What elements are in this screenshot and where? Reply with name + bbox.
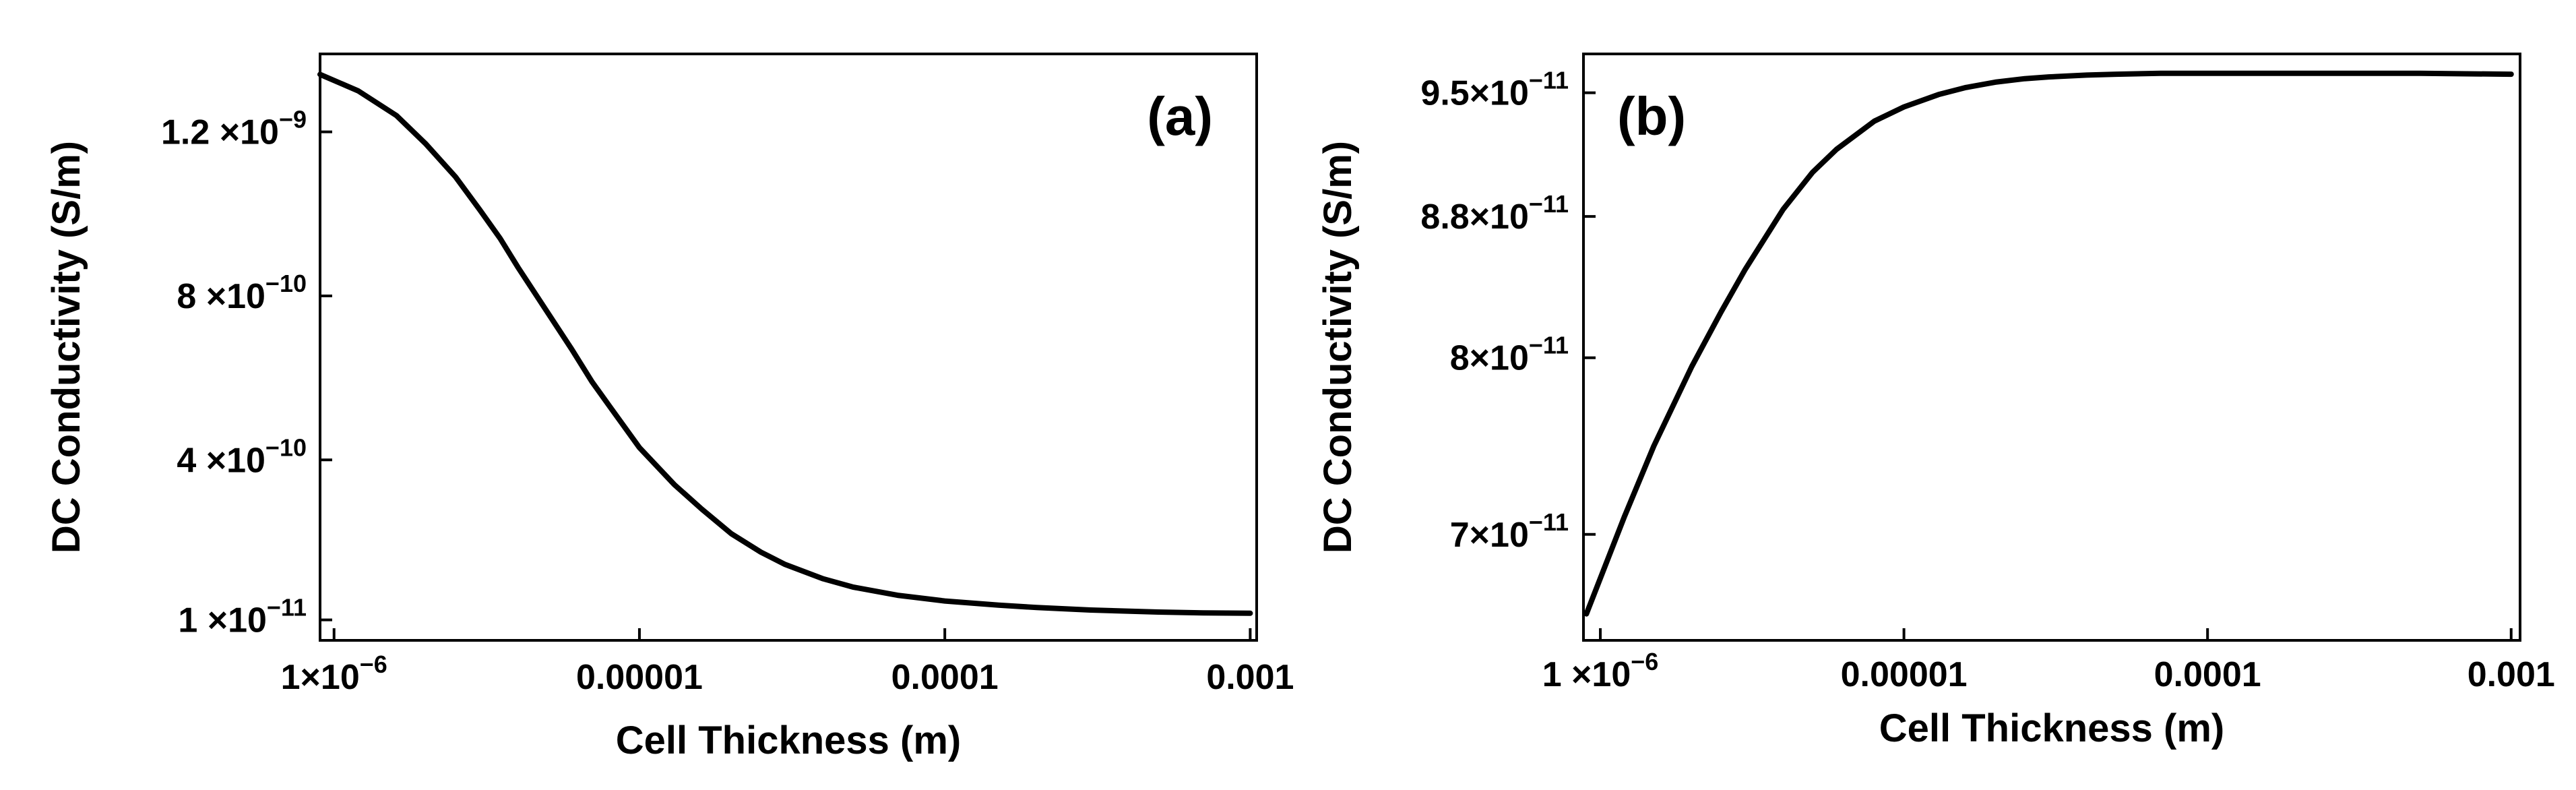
y-tick-label: 1.2 ×10−9 [161,106,307,152]
y-tick-label-base: 1 ×10 [178,601,267,640]
y-axis-title-a: DC Conductivity (S/m) [44,141,88,553]
y-axis-title-b: DC Conductivity (S/m) [1316,141,1360,553]
x-tick-label-base: 0.0001 [2154,655,2261,694]
y-tick-label-exponent: −11 [1529,190,1569,218]
panel-label-a: (a) [1147,86,1213,146]
x-ticks-a: 1×10−6 0.00001 0.0001 0.001 [281,628,1294,697]
plot-frame-a [319,53,1258,642]
y-tick-label-base: 7×10 [1450,516,1529,555]
y-tick-label-base: 8.8×10 [1420,198,1529,237]
y-tick-label-base: 4 ×10 [177,441,265,480]
x-axis-title-a: Cell Thickness (m) [616,719,961,762]
y-tick-label-exponent: −11 [267,594,307,621]
y-tick-label-exponent: −11 [1529,508,1569,536]
y-tick-label: 7×10−11 [1450,508,1569,555]
y-tick-label: 9.5×10−11 [1420,67,1569,113]
x-tick-label-base: 1×10 [281,658,360,697]
y-tick-label-exponent: −10 [265,270,307,297]
y-tick-label: 8×10−11 [1450,332,1569,378]
y-ticks-b: 7×10−118×10−118.8×10−119.5×10−11 [1420,67,1596,555]
y-tick-label: 8 ×10−10 [177,270,307,316]
y-tick-label-exponent: −10 [265,433,307,461]
x-tick-label-base: 0.00001 [1841,655,1968,694]
x-tick-label: 0.001 [2468,655,2555,694]
panel-label-b: (b) [1617,86,1686,146]
x-tick-label: 0.00001 [1841,655,1968,694]
y-tick-label-base: 1.2 ×10 [161,113,279,152]
x-tick-label: 0.0001 [891,658,999,697]
x-tick-label-exponent: −6 [360,650,387,678]
series-line-a [317,71,1253,616]
x-tick-label-exponent: −6 [1631,648,1658,675]
x-ticks-b: 1 ×10−6 0.00001 0.0001 0.001 [1542,628,2555,694]
x-tick-label-base: 1 ×10 [1542,655,1631,694]
x-tick-label-base: 0.00001 [576,658,703,697]
panel-b-chart: 7×10−118×10−118.8×10−119.5×10−11 1 ×10−6… [1316,53,2555,750]
plot-frame-b [1582,53,2521,642]
x-tick-label: 0.0001 [2154,655,2261,694]
x-tick-label: 1 ×10−6 [1542,648,1659,694]
y-tick-label: 1 ×10−11 [178,594,307,640]
y-tick-label-base: 9.5×10 [1420,74,1529,113]
y-ticks-a: 1 ×10−114 ×10−108 ×10−101.2 ×10−9 [161,106,332,640]
y-tick-label-base: 8×10 [1450,339,1529,378]
y-tick-label-exponent: −11 [1529,332,1569,359]
series-line-b [1583,70,2514,617]
y-tick-label: 4 ×10−10 [177,433,307,480]
y-tick-label-base: 8 ×10 [177,277,265,316]
panel-a-chart: 1 ×10−114 ×10−108 ×10−101.2 ×10−9 1×10−6… [44,53,1294,762]
x-tick-label-base: 0.0001 [891,658,999,697]
x-tick-label-base: 0.001 [2468,655,2555,694]
x-tick-label-base: 0.001 [1206,658,1294,697]
x-axis-title-b: Cell Thickness (m) [1879,706,2224,750]
x-tick-label: 0.00001 [576,658,703,697]
y-tick-label-exponent: −11 [1529,67,1569,94]
y-tick-label-exponent: −9 [279,106,307,133]
y-tick-label: 8.8×10−11 [1420,190,1569,237]
x-tick-label: 0.001 [1206,658,1294,697]
x-tick-label: 1×10−6 [281,650,387,697]
